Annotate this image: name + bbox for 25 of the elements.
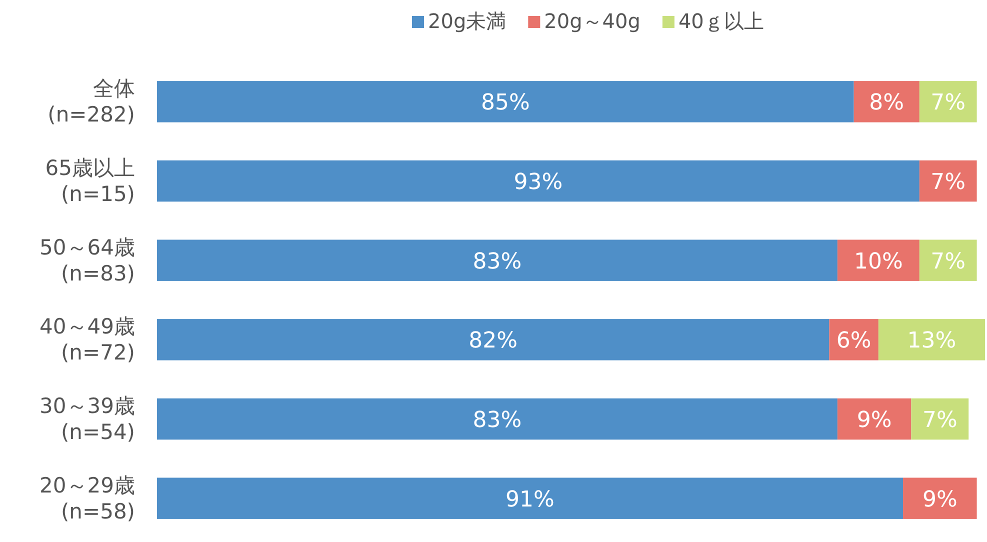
- y-tick-label: 65歳以上 (n=15): [45, 156, 135, 206]
- legend-label: 20g～40g: [544, 9, 640, 33]
- data-label: 83%: [472, 249, 522, 274]
- y-tick-label: 40～49歳 (n=72): [40, 314, 135, 365]
- y-tick-label: 50～64歳 (n=83): [40, 235, 135, 286]
- data-label: 91%: [506, 487, 554, 512]
- data-label: 83%: [472, 408, 522, 433]
- legend-label: 40ｇ以上: [678, 9, 764, 33]
- data-label: 8%: [869, 90, 904, 116]
- data-label: 93%: [514, 170, 563, 195]
- y-tick-label: 全体 (n=282): [48, 76, 135, 127]
- data-label: 7%: [922, 408, 958, 433]
- data-label: 10%: [854, 249, 903, 274]
- data-label: 82%: [468, 328, 518, 354]
- data-label: 9%: [856, 408, 892, 433]
- data-label: 9%: [922, 487, 958, 512]
- legend-label: 20g未満: [428, 9, 506, 33]
- data-label: 7%: [930, 170, 966, 195]
- data-label: 7%: [930, 249, 966, 274]
- y-tick-label: 20～29歳 (n=58): [40, 473, 135, 524]
- data-label: 7%: [930, 90, 966, 116]
- data-label: 85%: [480, 90, 530, 116]
- data-label: 13%: [907, 328, 956, 354]
- y-tick-label: 30～39歳 (n=54): [40, 394, 135, 444]
- data-label: 6%: [836, 328, 872, 354]
